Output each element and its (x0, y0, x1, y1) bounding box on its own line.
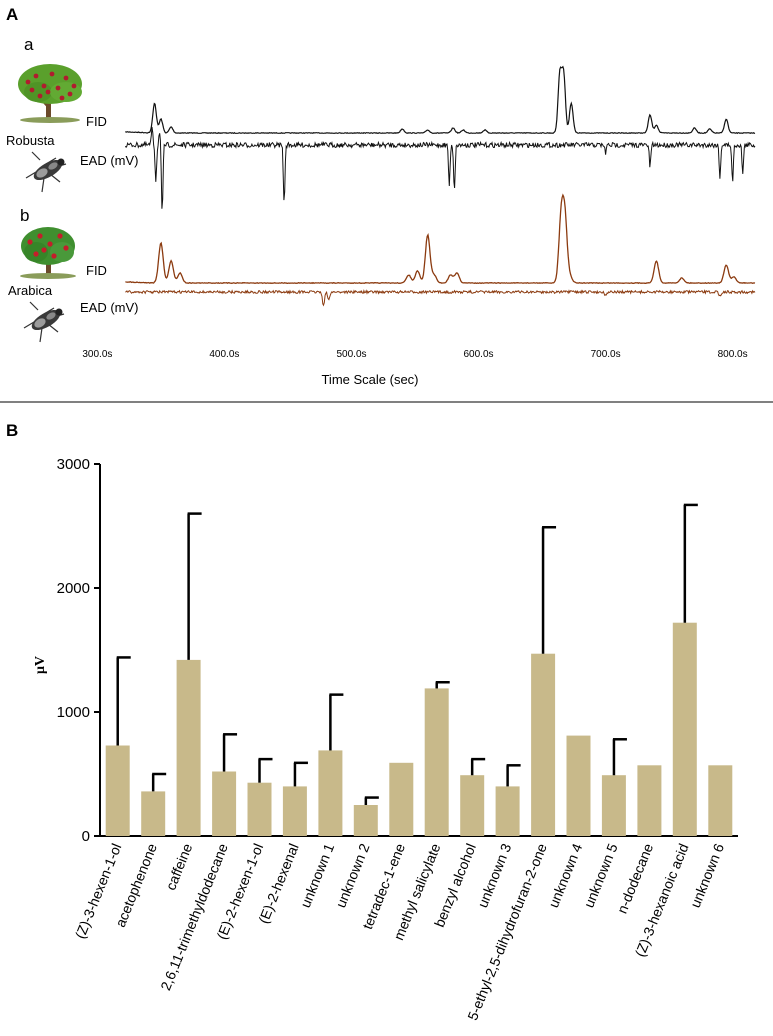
panel-b-axes (94, 463, 738, 837)
bar (495, 786, 520, 836)
arabica-label: Arabica (8, 283, 53, 298)
panel-b-error-bars (116, 503, 698, 805)
bar (247, 782, 272, 836)
error-bar (258, 757, 273, 783)
bar (105, 745, 130, 836)
bar (282, 786, 307, 836)
bar (566, 735, 591, 836)
category-label: unknown 1 (297, 841, 337, 910)
error-bar (222, 733, 238, 772)
panel-a-x-axis-title: Time Scale (sec) (321, 372, 418, 387)
robusta-label: Robusta (6, 133, 55, 148)
y-tick-label: 0 (82, 828, 90, 845)
robusta-ead-trace (124, 126, 756, 209)
y-tick-label: 3000 (57, 456, 90, 473)
panel-b-y-ticks: 0 1000 2000 3000 (57, 456, 90, 845)
bar (212, 771, 237, 836)
x-tick-label: 400.0s (209, 349, 239, 360)
robusta-beetle-icon (25, 151, 67, 193)
panel-b-letter: B (6, 421, 18, 440)
error-bar (151, 772, 167, 792)
y-tick-label: 2000 (57, 580, 90, 597)
x-tick-label: 500.0s (336, 349, 366, 360)
panel-b-bars (105, 622, 733, 836)
bar (353, 805, 378, 836)
x-tick-label: 800.0s (718, 349, 748, 360)
robusta-tree-icon (18, 64, 82, 123)
bar (637, 765, 662, 836)
panel-a-letter: A (6, 5, 18, 24)
arabica-ead-label: EAD (mV) (80, 300, 139, 315)
bar (141, 791, 166, 836)
category-label: 5-ethyl-2,5-dihydrofuran-2-one (464, 841, 550, 1023)
robusta-ead-label: EAD (mV) (80, 153, 139, 168)
category-label: unknown 6 (687, 841, 727, 910)
category-label: unknown 5 (580, 841, 620, 910)
robusta-fid-label: FID (86, 114, 107, 129)
category-label: caffeine (162, 841, 195, 892)
panel-b-y-axis-title: μV (33, 656, 48, 674)
bar (176, 659, 201, 836)
arabica-beetle-icon (23, 301, 65, 343)
arabica-fid-label: FID (86, 263, 107, 278)
error-bar (364, 796, 379, 805)
error-bar (293, 761, 308, 787)
bar (531, 653, 556, 836)
bar (708, 765, 733, 836)
subpanel-a-letter: a (24, 35, 34, 54)
robusta-fid-trace (124, 65, 756, 135)
x-tick-label: 300.0s (82, 349, 112, 360)
category-label: n-dodecane (614, 841, 657, 916)
error-bar (187, 512, 202, 660)
bar (601, 775, 626, 836)
category-label: unknown 3 (474, 841, 514, 910)
error-bar (612, 738, 627, 776)
bar (389, 762, 414, 836)
x-tick-label: 700.0s (591, 349, 621, 360)
bar (460, 775, 485, 836)
panel-a-x-ticks: 300.0s 400.0s 500.0s 600.0s 700.0s 800.0… (82, 349, 747, 360)
bar (424, 688, 449, 836)
error-bar (683, 503, 698, 623)
category-label: unknown 2 (332, 841, 372, 910)
error-bar (470, 757, 486, 776)
arabica-tree-icon (20, 227, 76, 279)
error-bar (506, 764, 521, 787)
y-tick-label: 1000 (57, 704, 90, 721)
bar (318, 750, 343, 836)
error-bar (541, 525, 557, 654)
bar (672, 622, 697, 836)
error-bar (329, 693, 344, 751)
x-tick-label: 600.0s (463, 349, 493, 360)
category-label: unknown 4 (545, 841, 585, 910)
arabica-fid-trace (125, 193, 756, 285)
subpanel-b-letter: b (20, 206, 29, 225)
error-bar (116, 656, 131, 746)
error-bar (435, 680, 450, 689)
arabica-ead-trace (125, 289, 756, 307)
